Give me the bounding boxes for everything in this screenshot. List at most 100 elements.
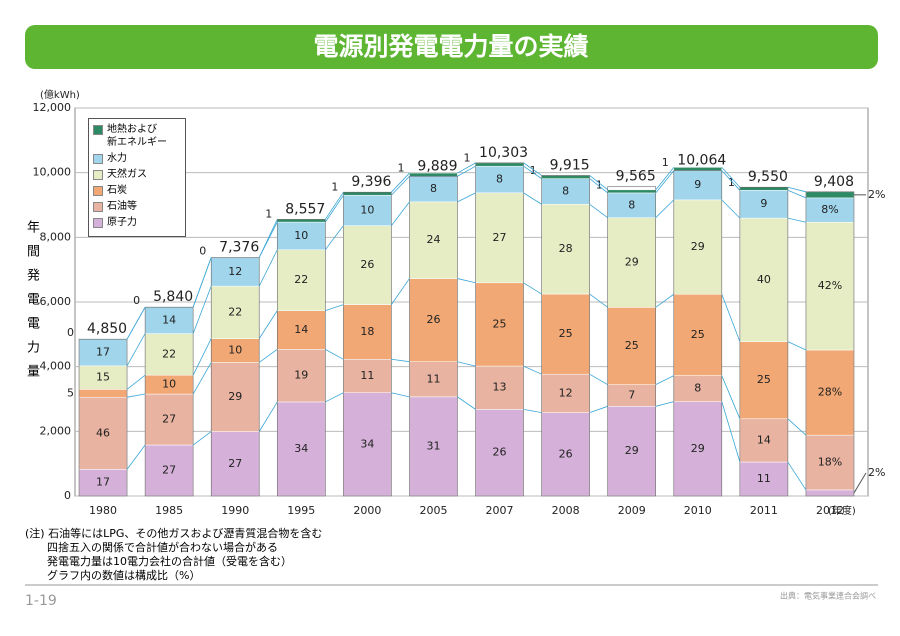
bar-segment [277, 221, 326, 251]
connector-line [258, 219, 278, 258]
connector-line [523, 192, 542, 205]
bar-segment [607, 307, 656, 385]
segment-label: 26 [426, 313, 440, 326]
legend-item: 天然ガス [93, 168, 181, 181]
connector-line [192, 257, 212, 308]
segment-label: 1 [397, 162, 404, 175]
bar-total [276, 219, 326, 497]
segment-label: 1 [596, 178, 603, 191]
connector-line [258, 349, 278, 363]
connector-line [325, 392, 344, 403]
connector-line [391, 172, 410, 193]
bar-segment [739, 190, 789, 219]
connector-line [787, 186, 807, 193]
segment-label: 17 [96, 346, 110, 359]
bar-segment [210, 362, 260, 432]
note: 四捨五入の関係で合計値が合わない場合がある [47, 541, 278, 554]
segment-label: 2% [868, 466, 885, 479]
segment-label: 8% [821, 203, 838, 216]
connector-line [523, 408, 542, 414]
legend-swatch [93, 125, 103, 135]
connector-line [457, 165, 476, 177]
bar-total [541, 175, 590, 497]
segment-label: 46 [96, 426, 110, 439]
connector-line [787, 461, 807, 491]
segment-label: 0 [67, 326, 74, 339]
connector-line [457, 278, 476, 284]
segment-label: 11 [360, 369, 374, 382]
segment-label: 8 [496, 173, 503, 186]
segment-label: 8 [430, 182, 437, 195]
connector-line [523, 365, 542, 375]
x-tick-label: 2010 [684, 504, 712, 517]
segment-label: 34 [294, 442, 308, 455]
segment-label: 11 [757, 472, 771, 485]
segment-label: 12 [559, 386, 573, 399]
legend-swatch [93, 202, 103, 212]
segment-label: 8 [562, 184, 569, 197]
bar-segment [475, 282, 524, 367]
legend-item: 石炭 [93, 184, 181, 197]
bar-segment [475, 192, 524, 284]
segment-label: 25 [757, 373, 771, 386]
bar-segment [409, 201, 458, 279]
note: (注) 石油等にはLPG、その他ガスおよび瀝青質混合物を含む [25, 527, 323, 540]
connector-line [787, 217, 807, 223]
x-tick-label: 2000 [353, 504, 381, 517]
segment-label: 11 [426, 372, 440, 385]
connector-line [192, 431, 212, 446]
segment-label: 18% [818, 456, 842, 469]
connector-line [457, 162, 476, 174]
bar-segment [475, 162, 524, 167]
y-tick-label: 4,000 [40, 360, 72, 373]
connector-line [655, 167, 675, 191]
bar-segment [673, 401, 723, 497]
total-label: 5,840 [153, 289, 193, 305]
note: 発電電力量は10電力会社の合計値（受電を含む） [47, 555, 292, 568]
connector-line [721, 401, 741, 463]
segment-label: 7 [628, 388, 635, 401]
y-axis-label: 年間発電電力量 [24, 220, 39, 388]
total-label: 9,550 [748, 169, 788, 185]
segment-label: 1 [464, 152, 471, 165]
legend-label: 水力 [107, 153, 127, 164]
connector-line [457, 396, 476, 410]
connector-line [126, 393, 146, 398]
segment-label: 1 [331, 181, 338, 194]
x-tick-label: 1990 [221, 504, 249, 517]
segment-label: 29 [625, 256, 639, 269]
segment-label: 34 [360, 437, 374, 450]
segment-label: 0 [199, 245, 206, 258]
connector-line [126, 444, 146, 470]
x-tick-label: 1985 [155, 504, 183, 517]
legend-label: 天然ガス [107, 169, 147, 180]
bar-segment [475, 409, 524, 497]
bar-segment [805, 489, 855, 497]
connector-line [324, 195, 344, 223]
bar-total [78, 338, 128, 497]
segment-label: 26 [493, 446, 507, 459]
source: 出典：電気事業連合会調べ [780, 591, 876, 601]
x-tick-label: 2008 [552, 504, 580, 517]
bar-segment [210, 431, 260, 497]
bar-segment [343, 194, 392, 226]
connector-line [589, 293, 608, 308]
segment-label: 9 [760, 197, 767, 210]
bar-total [210, 257, 260, 497]
segment-label: 29 [228, 390, 242, 403]
connector-line [787, 189, 807, 199]
legend-swatch [93, 186, 103, 196]
x-tick-label: 2011 [750, 504, 778, 517]
segment-label: 27 [228, 457, 242, 470]
segment-label: 29 [691, 240, 705, 253]
segment-label: 18 [360, 325, 374, 338]
segment-label: 19 [294, 369, 308, 382]
x-tick-label: 2009 [618, 504, 646, 517]
segment-label: 28% [818, 386, 842, 399]
legend-label: 石炭 [107, 185, 127, 196]
bar-segment [475, 165, 524, 194]
note: グラフ内の数値は構成比（%） [47, 569, 201, 582]
segment-label: 1 [530, 164, 537, 177]
connector-line [192, 285, 212, 334]
